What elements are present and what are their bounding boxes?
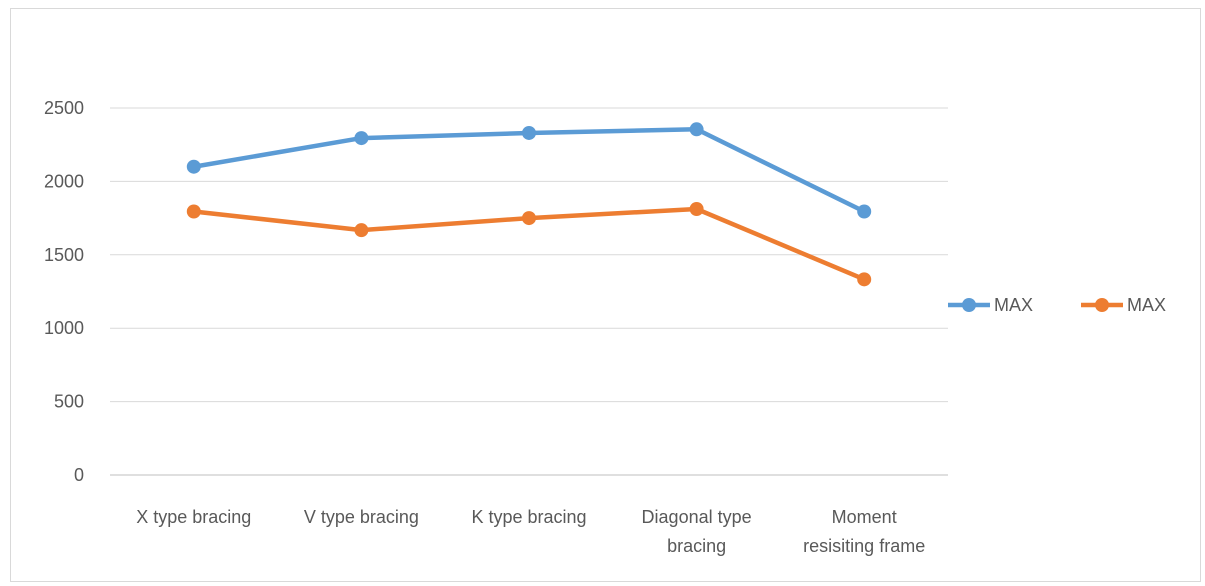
y-axis-tick-labels: 0 500 1000 1500 2000 2500 [44, 98, 84, 485]
x-tick-label-line: Diagonal type [642, 507, 752, 527]
data-point [354, 131, 369, 146]
x-tick-label-line: Moment [832, 507, 897, 527]
x-tick-label: Moment resisiting frame [803, 507, 925, 556]
x-tick-label: K type bracing [471, 507, 586, 527]
x-tick-label: Diagonal type bracing [642, 507, 752, 556]
legend-label-2: MAX [1127, 295, 1166, 315]
data-point [186, 204, 201, 219]
x-tick-label-line: K type bracing [471, 507, 586, 527]
x-axis-tick-labels: X type bracing V type bracing K type braci… [136, 507, 925, 556]
x-tick-label-line: V type bracing [304, 507, 419, 527]
chart-frame [10, 8, 1201, 582]
y-tick-label: 0 [74, 465, 84, 485]
legend-label-1: MAX [994, 295, 1033, 315]
gridlines [110, 107, 948, 476]
data-point [689, 122, 704, 137]
data-point [186, 159, 201, 174]
legend-marker-1 [962, 298, 976, 312]
y-tick-label: 2500 [44, 98, 84, 118]
y-tick-label: 1500 [44, 245, 84, 265]
y-tick-label: 500 [54, 392, 84, 412]
x-tick-label: X type bracing [136, 507, 251, 527]
x-tick-label: V type bracing [304, 507, 419, 527]
data-point [689, 201, 704, 216]
x-tick-label-line: resisiting frame [803, 536, 925, 556]
y-tick-label: 2000 [44, 171, 84, 191]
data-point [857, 204, 872, 219]
y-tick-label: 1000 [44, 318, 84, 338]
legend-marker-2 [1095, 298, 1109, 312]
legend: MAX MAX [948, 295, 1166, 315]
data-point [522, 211, 536, 226]
series-line-1 [191, 127, 867, 214]
x-tick-label-line: bracing [667, 536, 726, 556]
data-point [354, 223, 369, 238]
data-point [857, 272, 872, 287]
x-tick-label-line: X type bracing [136, 507, 251, 527]
series-lines [186, 122, 872, 287]
data-point [522, 125, 536, 140]
